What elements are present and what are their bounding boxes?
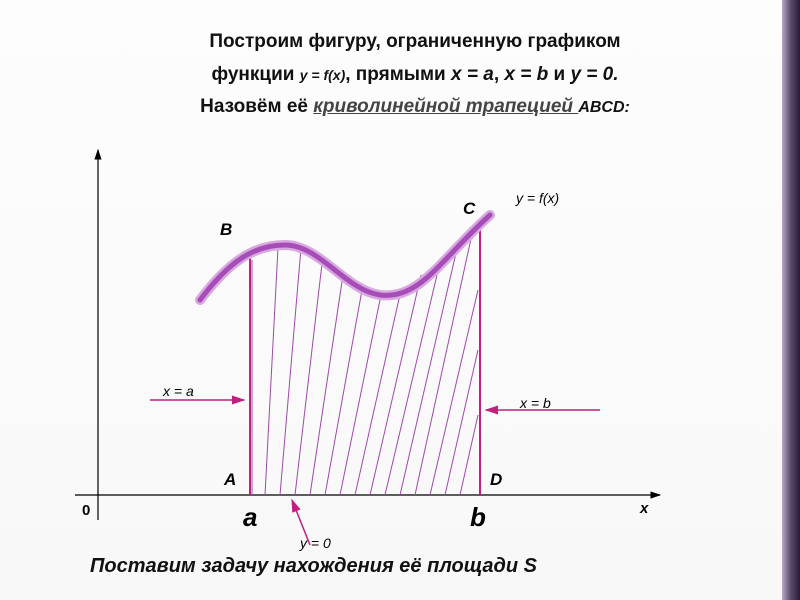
label-x-axis: x: [640, 500, 648, 517]
label-b: b: [470, 502, 486, 533]
point-B: B: [220, 220, 232, 240]
bottom-text: Поставим задачу нахождения её площади S: [90, 555, 537, 578]
curve-main: [200, 215, 490, 300]
label-xb: x = b: [520, 395, 551, 411]
label-origin: 0: [82, 502, 90, 519]
point-D: D: [490, 470, 502, 490]
label-y0: y = 0: [300, 535, 331, 551]
point-C: C: [463, 199, 475, 219]
label-a: a: [243, 502, 257, 533]
label-fn: y = f(x): [516, 190, 559, 206]
point-A: A: [224, 470, 236, 490]
label-xa: x = a: [163, 383, 194, 399]
plot-svg: [0, 0, 800, 600]
